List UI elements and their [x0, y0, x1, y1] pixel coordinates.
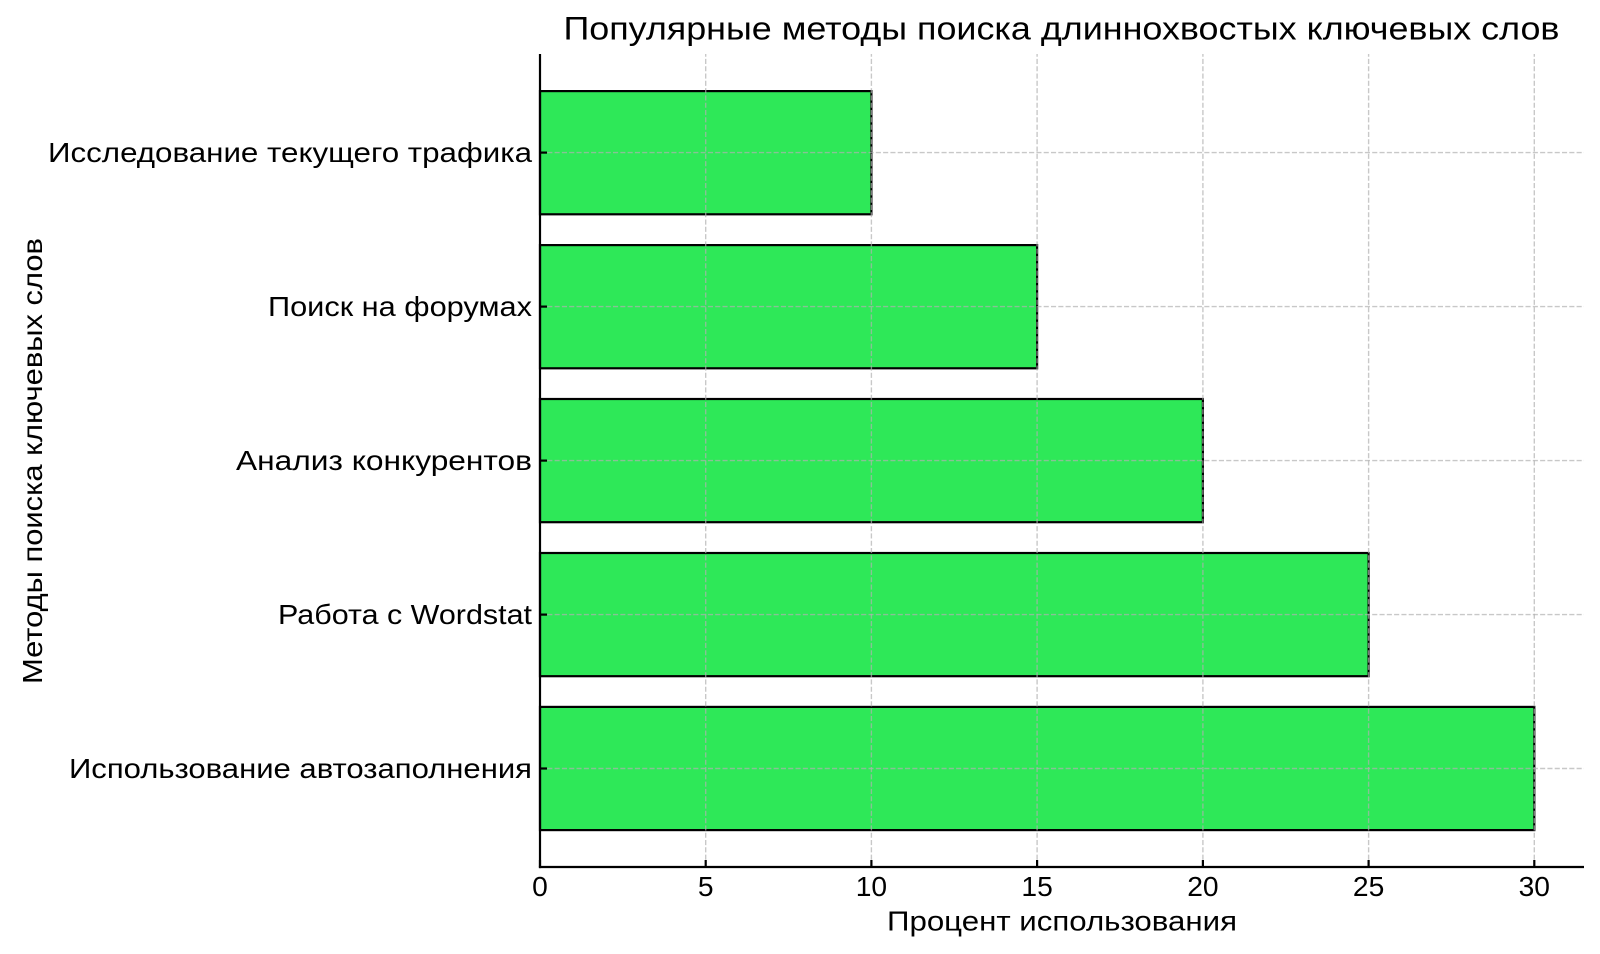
svg-text:Поиск на форумах: Поиск на форумах: [268, 290, 532, 322]
svg-text:Использование автозаполнения: Использование автозаполнения: [69, 752, 532, 784]
svg-text:Популярные методы поиска длинн: Популярные методы поиска длиннохвостых к…: [564, 10, 1560, 47]
svg-text:10: 10: [856, 870, 887, 902]
svg-text:5: 5: [698, 870, 714, 902]
svg-text:25: 25: [1353, 870, 1384, 902]
svg-text:Процент использования: Процент использования: [887, 905, 1237, 937]
svg-text:15: 15: [1021, 870, 1052, 902]
svg-text:20: 20: [1187, 870, 1218, 902]
svg-text:0: 0: [532, 870, 548, 902]
svg-text:Анализ конкурентов: Анализ конкурентов: [236, 444, 532, 476]
svg-text:Исследование текущего трафика: Исследование текущего трафика: [48, 136, 532, 168]
svg-text:Методы поиска ключевых слов: Методы поиска ключевых слов: [16, 238, 48, 684]
svg-text:30: 30: [1519, 870, 1550, 902]
svg-text:Работа с Wordstat: Работа с Wordstat: [278, 598, 532, 630]
